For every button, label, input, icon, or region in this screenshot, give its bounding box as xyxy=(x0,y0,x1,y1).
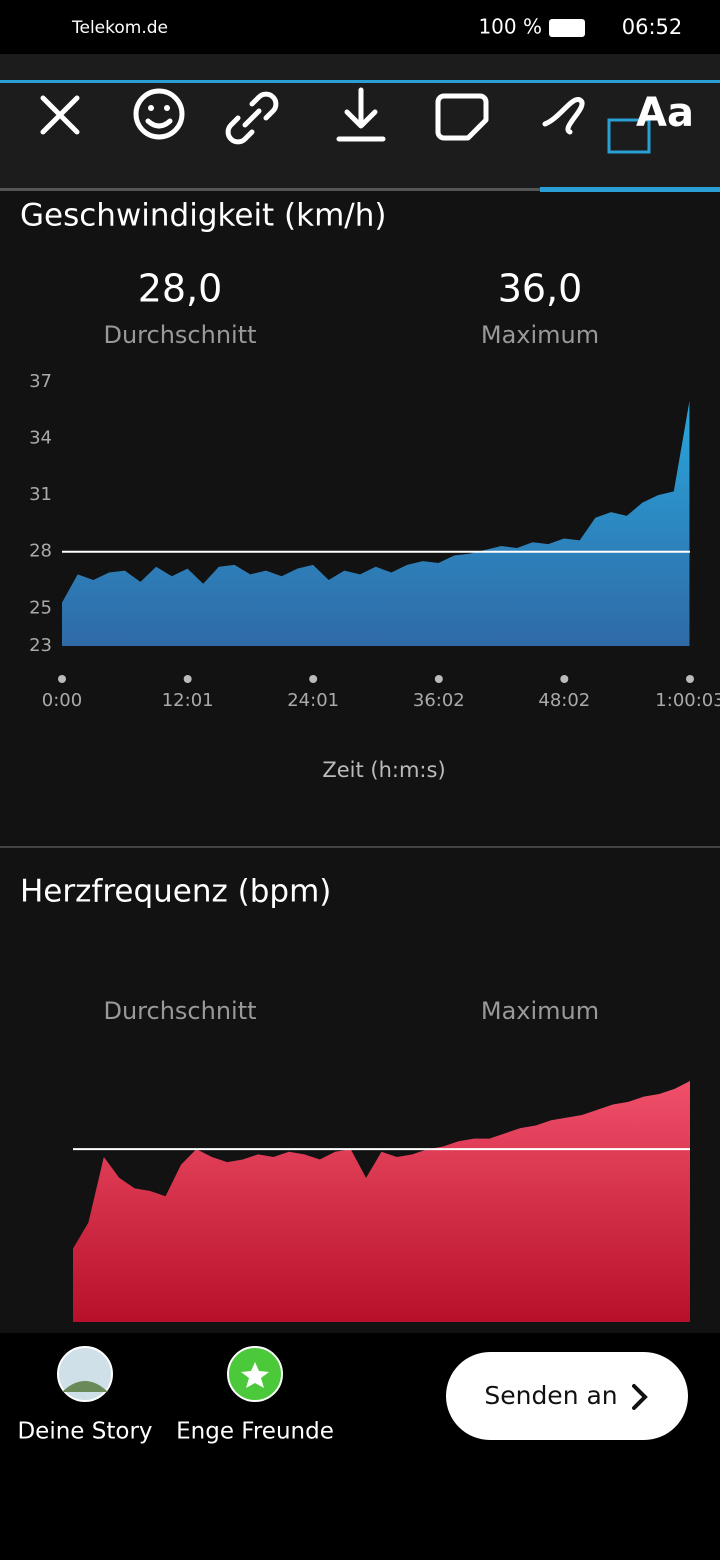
x-tick-label: 0:00 xyxy=(42,690,82,711)
divider xyxy=(0,846,720,848)
story-button[interactable] xyxy=(57,1346,113,1402)
stat-label: Durchschnitt xyxy=(103,997,256,1025)
area xyxy=(62,400,690,646)
toolbar-top-line xyxy=(0,80,720,83)
battery-icon xyxy=(549,19,585,37)
x-tick-label: 48:02 xyxy=(538,690,590,711)
stat-label: Maximum xyxy=(481,321,599,349)
y-tick-label: 23 xyxy=(29,635,52,656)
close-friends-label[interactable]: Enge Freunde xyxy=(176,1419,334,1445)
clock: 06:52 xyxy=(622,15,683,39)
download-button[interactable] xyxy=(336,87,386,142)
x-tick-dot xyxy=(58,675,66,683)
stat-label: Maximum xyxy=(481,997,599,1025)
story-label[interactable]: Deine Story xyxy=(17,1419,152,1445)
chart-title: Herzfrequenz (bpm) xyxy=(20,874,331,910)
stat-value: 28,0 xyxy=(138,267,223,311)
y-tick-label: 34 xyxy=(29,428,52,449)
stat-value: 36,0 xyxy=(498,267,583,311)
effects-button[interactable] xyxy=(133,88,185,140)
tab-line xyxy=(0,188,720,191)
stat-label: Durchschnitt xyxy=(103,321,256,349)
x-tick-dot xyxy=(434,675,443,683)
y-tick-label: 31 xyxy=(29,484,52,505)
chart-title: Geschwindigkeit (km/h) xyxy=(20,198,387,234)
status-bar xyxy=(0,0,720,54)
draw-button[interactable] xyxy=(542,97,585,135)
send-chevron xyxy=(632,1384,648,1410)
chart-icon xyxy=(607,118,651,154)
send-button[interactable] xyxy=(446,1352,688,1440)
send-label[interactable]: Senden an xyxy=(484,1381,617,1410)
battery-text: 100 % xyxy=(478,15,542,39)
x-tick-dot xyxy=(560,675,569,683)
y-tick-label: 37 xyxy=(29,371,52,392)
x-tick-dot xyxy=(686,675,694,683)
x-tick-dot xyxy=(309,675,318,683)
text-button[interactable]: Aa xyxy=(636,90,694,136)
x-tick-label: 12:01 xyxy=(162,690,214,711)
link-button[interactable] xyxy=(225,91,279,145)
y-tick-label: 28 xyxy=(29,541,52,562)
x-tick-label: 24:01 xyxy=(287,690,339,711)
x-tick-label: 36:02 xyxy=(413,690,465,711)
x-tick-label: 1:00:03 xyxy=(655,690,720,711)
close-button[interactable] xyxy=(40,95,80,135)
close-friends-button[interactable] xyxy=(227,1346,283,1402)
area xyxy=(73,1080,690,1322)
y-tick-label: 25 xyxy=(29,597,52,618)
carrier: Telekom.de xyxy=(71,18,168,38)
sticker-button[interactable] xyxy=(435,93,489,141)
x-tick-dot xyxy=(183,675,192,683)
tab-indicator xyxy=(540,187,720,192)
x-axis-label: Zeit (h:m:s) xyxy=(322,758,445,782)
